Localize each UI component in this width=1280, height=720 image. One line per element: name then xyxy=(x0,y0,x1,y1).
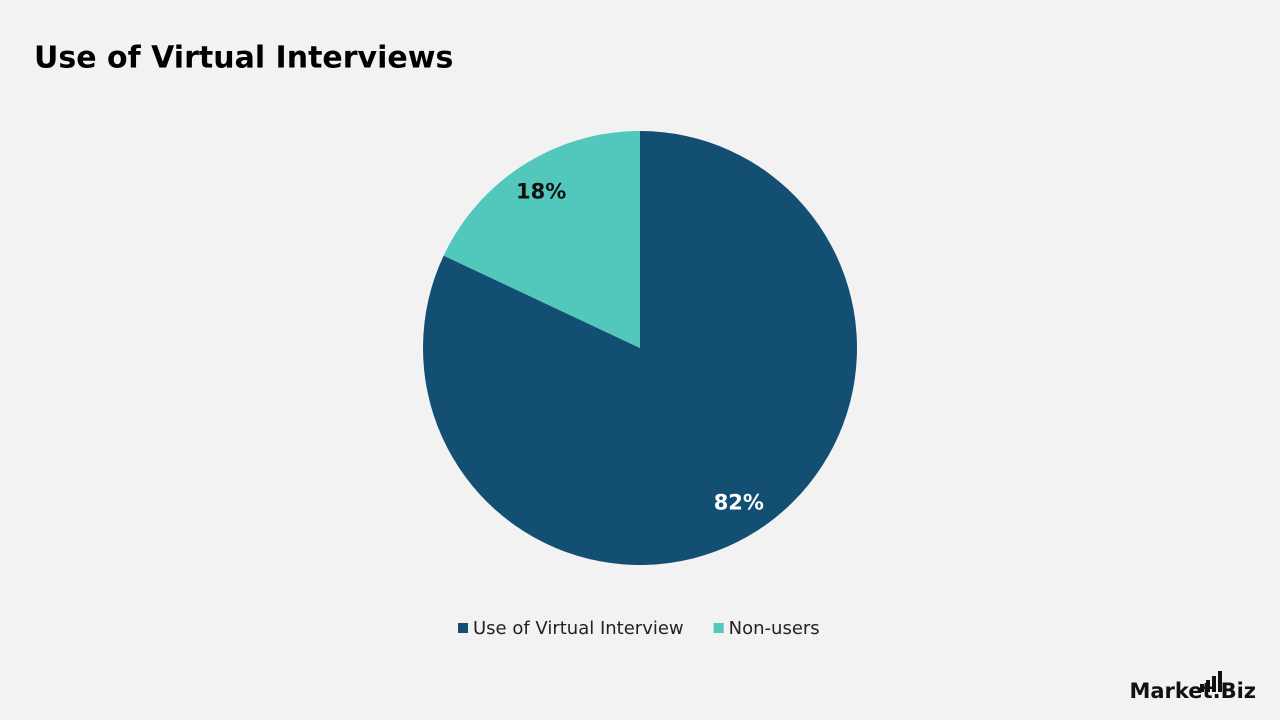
legend-swatch xyxy=(458,623,468,633)
data-label: 18% xyxy=(516,179,566,203)
legend-label: Non-users xyxy=(729,618,820,639)
legend-label: Use of Virtual Interview xyxy=(473,618,684,639)
pie-slice xyxy=(443,131,640,348)
data-label: 82% xyxy=(714,491,764,515)
chart-title: Use of Virtual Interviews xyxy=(34,41,453,76)
logo-icon xyxy=(1200,671,1222,692)
logo: Market.Biz xyxy=(1129,679,1256,703)
pie-slice xyxy=(422,131,857,566)
legend-swatch xyxy=(713,623,724,633)
